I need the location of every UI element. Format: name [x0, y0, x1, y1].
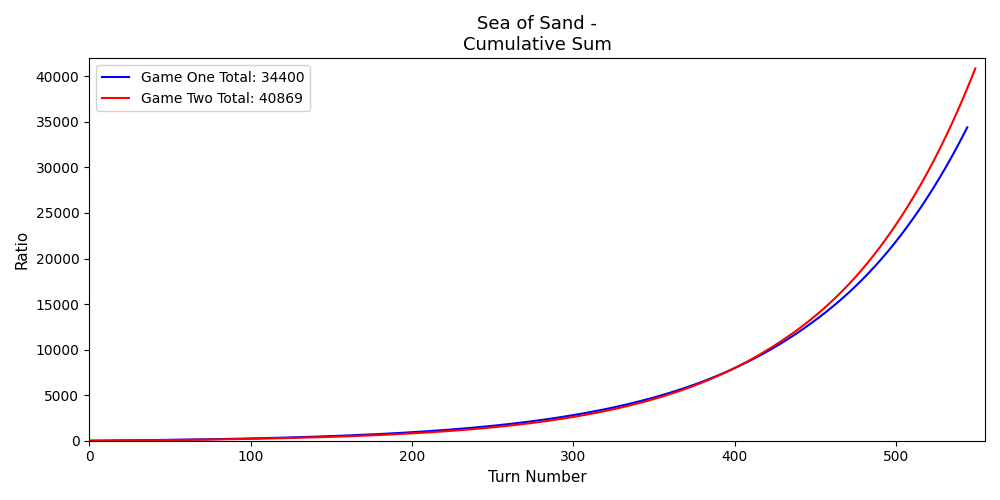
Game Two Total: 40869: (211, 924): 40869: (211, 924) — [424, 430, 436, 436]
Title: Sea of Sand -
Cumulative Sum: Sea of Sand - Cumulative Sum — [463, 15, 612, 54]
Game Two Total: 40869: (40, 56.1): 40869: (40, 56.1) — [148, 437, 160, 443]
Line: Game One Total: 34400: Game One Total: 34400 — [89, 128, 967, 440]
Game Two Total: 40869: (380, 6.4e+03): 40869: (380, 6.4e+03) — [697, 380, 709, 386]
Game One Total: 34400: (393, 7.42e+03): 34400: (393, 7.42e+03) — [718, 370, 730, 376]
Legend: Game One Total: 34400, Game Two Total: 40869: Game One Total: 34400, Game Two Total: 4… — [96, 65, 310, 111]
Line: Game Two Total: 40869: Game Two Total: 40869 — [89, 68, 975, 440]
Game One Total: 34400: (57, 111): 34400: (57, 111) — [175, 436, 187, 442]
Game One Total: 34400: (512, 2.48e+04): 34400: (512, 2.48e+04) — [910, 212, 922, 218]
X-axis label: Turn Number: Turn Number — [488, 470, 586, 485]
Game Two Total: 40869: (484, 1.99e+04): 40869: (484, 1.99e+04) — [864, 256, 876, 262]
Game Two Total: 40869: (0, 0): 40869: (0, 0) — [83, 438, 95, 444]
Game One Total: 34400: (0, 0): 34400: (0, 0) — [83, 438, 95, 444]
Game One Total: 34400: (80, 177): 34400: (80, 177) — [212, 436, 224, 442]
Game One Total: 34400: (544, 3.44e+04): 34400: (544, 3.44e+04) — [961, 124, 973, 130]
Game Two Total: 40869: (250, 1.47e+03): 40869: (250, 1.47e+03) — [487, 424, 499, 430]
Y-axis label: Ratio: Ratio — [15, 230, 30, 269]
Game Two Total: 40869: (549, 4.09e+04): 40869: (549, 4.09e+04) — [969, 66, 981, 71]
Game One Total: 34400: (221, 1.19e+03): 34400: (221, 1.19e+03) — [440, 427, 452, 433]
Game One Total: 34400: (238, 1.44e+03): 34400: (238, 1.44e+03) — [467, 424, 479, 430]
Game Two Total: 40869: (483, 1.97e+04): 40869: (483, 1.97e+04) — [863, 258, 875, 264]
